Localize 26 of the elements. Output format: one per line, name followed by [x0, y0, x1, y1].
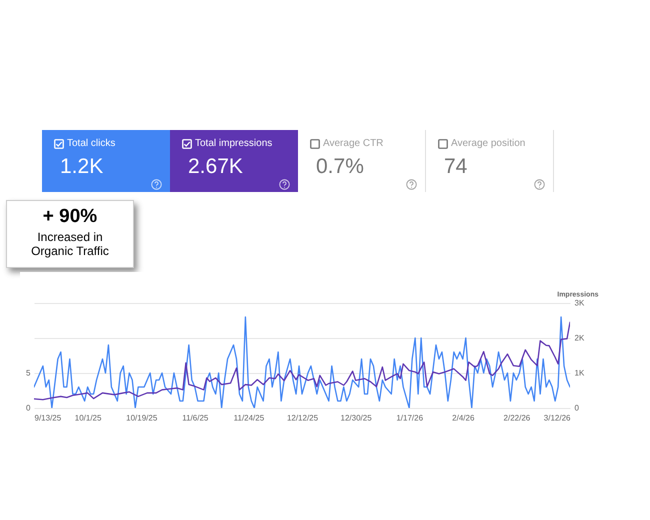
x-tick-label: 11/6/25: [182, 414, 209, 422]
text: Average CTR: [323, 138, 384, 149]
x-tick-label: 3/12/26: [544, 414, 572, 422]
x-tick-label: 9/13/25: [34, 414, 62, 422]
x-tick-label: 1/17/26: [396, 414, 424, 422]
x-tick-label: 12/12/25: [286, 414, 319, 422]
y-tick-label: 5: [26, 368, 32, 378]
text: 0.7%: [316, 155, 365, 179]
x-tick-label: 12/30/25: [340, 414, 372, 422]
x-tick-label: 2/4/26: [452, 414, 475, 422]
x-tick-label: 10/19/25: [126, 414, 158, 422]
text: + 90%: [42, 206, 98, 228]
y2-tick-label: 1K: [574, 368, 585, 378]
legend-label: Total impressions: [195, 138, 272, 149]
text: Increased in Organic Traffic: [30, 230, 110, 258]
x-tick-label: 10/1/25: [74, 414, 102, 422]
legend-label: Total clicks: [67, 138, 116, 149]
x-tick-label: 11/24/25: [234, 414, 265, 422]
text: 2.67K: [188, 155, 244, 179]
text: 74: [444, 155, 468, 179]
y2-tick-label: 3K: [574, 298, 585, 308]
text: 1.2K: [60, 155, 104, 179]
x-tick-label: 2/22/26: [504, 414, 531, 422]
text: Average position: [451, 138, 526, 149]
y2-tick-label: 0: [574, 404, 580, 412]
y2-tick-label: 2K: [574, 334, 585, 342]
